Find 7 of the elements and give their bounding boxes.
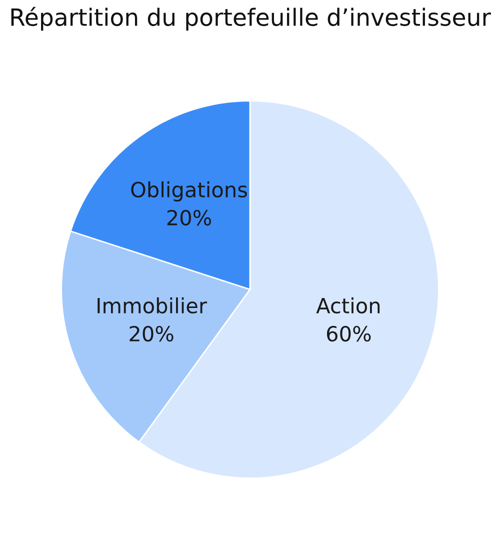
data-label: 60% — [326, 326, 371, 342]
slice-label: Obligations — [131, 181, 247, 202]
slice-label: Immobilier — [98, 297, 208, 314]
slice-label: Action — [316, 297, 380, 314]
chart-title: Répartition du portefeuille d’investisseur — [11, 6, 491, 31]
data-label: 20% — [167, 210, 212, 226]
data-label: 20% — [130, 326, 174, 342]
